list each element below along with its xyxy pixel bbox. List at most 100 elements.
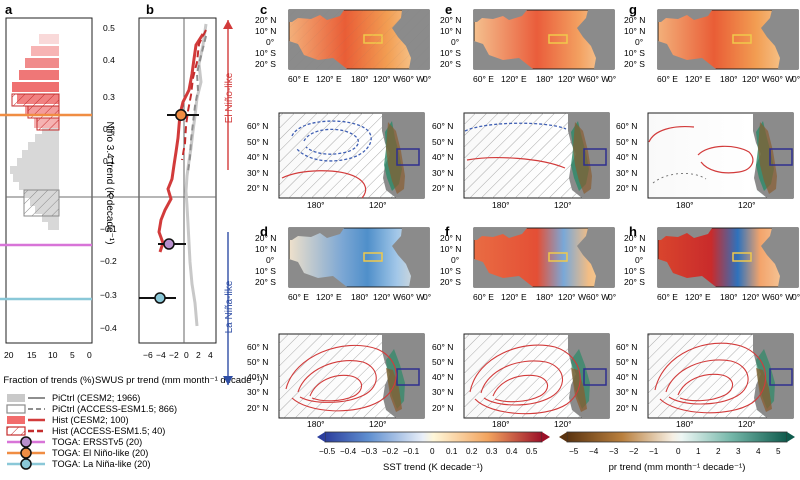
na-lat-60n-h: 60° N [616, 342, 637, 352]
pac-lon-0-g: 0° [792, 74, 800, 84]
swus-box-h [769, 368, 793, 386]
nino34-box-g [732, 34, 752, 44]
contour-h-1 [654, 342, 767, 414]
na-brown-band-c [386, 122, 405, 194]
pac-lon-60w-d: 60° W [401, 292, 424, 302]
pac-lon-180-d: 180° [351, 292, 369, 302]
b-xtick-2: 2 [196, 350, 201, 360]
panel-c: c 20° N 10° N 0° 10° S 20° S 60° E 120° … [247, 2, 431, 210]
pac-lon-60e-f: 60° E [473, 292, 494, 302]
na-brown-band-f [571, 368, 587, 412]
hist-red-bar-2 [31, 46, 59, 56]
pac-lat-20n-g: 20° N [624, 15, 645, 25]
legend: PiCtrl (CESM2; 1966) PiCtrl (ACCESS-ESM1… [6, 393, 177, 470]
na-lat-60n-c: 60° N [247, 121, 268, 131]
na-lat-40n-c: 40° N [247, 152, 268, 162]
pr-colorbar-right-arrow [787, 432, 795, 442]
pac-lat-20s-d: 20° S [255, 277, 276, 287]
pac-lon-120e-h: 120° E [685, 292, 711, 302]
panel-a-xticks: 20 15 10 5 0 [4, 350, 92, 360]
na-lat-60n-d: 60° N [247, 342, 268, 352]
land-g-east [761, 10, 798, 69]
hist-gray-bar-4 [28, 142, 59, 150]
pac-lat-20s-g: 20° S [624, 59, 645, 69]
legend-swatch-hist-cesm2 [7, 416, 25, 424]
pac-lon-0-e: 0° [608, 74, 616, 84]
y-tick-0: 0 [109, 191, 114, 201]
contour-d-3 [309, 374, 363, 402]
na-lat-20n-c: 20° N [247, 183, 268, 193]
pac-lat-0-d: 0° [266, 255, 274, 265]
legend-item-2: PiCtrl (ACCESS-ESM1.5; 866) [6, 404, 177, 414]
hist-red-bar-4 [19, 70, 59, 80]
na-lat-30n-c: 30° N [247, 168, 268, 178]
hist-access-line [181, 29, 207, 161]
land-d-north [289, 228, 344, 240]
sst-tick-2: −0.4 [340, 447, 357, 456]
y-tick-0-2: 0.2 [103, 124, 115, 134]
na-lat-50n-h: 50° N [616, 357, 637, 367]
panel-label-f: f [445, 224, 450, 239]
pr-tick-3: −3 [609, 447, 619, 456]
sst-tick-7: 0.1 [446, 447, 458, 456]
hist-gray-bar-7 [10, 166, 59, 174]
na-lat-40n-g: 40° N [616, 152, 637, 162]
hist-red-bar-5 [12, 82, 59, 92]
pac-lat-20s-e: 20° S [440, 59, 461, 69]
pac-lat-20n-f: 20° N [440, 233, 461, 243]
na-lat-30n-e: 30° N [432, 168, 453, 178]
b-xtick-neg6: −6 [143, 350, 153, 360]
na-lat-20n-e: 20° N [432, 183, 453, 193]
na-lon-180-h: 180° [676, 419, 694, 429]
contour-h-2 [665, 359, 749, 405]
na-lon-120-e: 120° [554, 200, 572, 210]
pac-lat-10n-e: 10° N [440, 26, 461, 36]
y-tick-neg-0-1: −0.1 [100, 224, 117, 234]
na-lat-50n-d: 50° N [247, 357, 268, 367]
panel-b-xlabel: SWUS pr trend (mm month⁻¹ decade⁻¹) [95, 375, 263, 386]
hist-gray-bar-8 [13, 174, 59, 182]
na-lat-50n-e: 50° N [432, 137, 453, 147]
hist-gray-bar-5 [22, 150, 59, 158]
legend-item-6: TOGA: El Niño-like (20) [7, 447, 148, 459]
legend-item-3: Hist (CESM2; 100) [7, 415, 129, 425]
contour-f-3 [492, 374, 549, 403]
b-xtick-0: 0 [184, 350, 189, 360]
na-lon-120-d: 120° [369, 419, 387, 429]
na-lon-120-c: 120° [369, 200, 387, 210]
panel-b-xticks: −6 −4 −2 0 2 4 [143, 350, 213, 360]
swus-box-c [396, 148, 420, 166]
pac-lon-60w-g: 60° W [770, 74, 793, 84]
hist-gray-bar-13 [42, 214, 59, 222]
pac-lat-10n-c: 10° N [255, 26, 276, 36]
a-xtick-20: 20 [4, 350, 14, 360]
pac-lon-60e-g: 60° E [657, 74, 678, 84]
land-e-west [474, 41, 533, 69]
pac-lon-120w-c: 120° W [373, 74, 401, 84]
legend-point-la-nina [20, 458, 32, 470]
na-lon-180-f: 180° [492, 419, 510, 429]
legend-point-ersst [20, 436, 32, 448]
land-f-east [577, 228, 614, 287]
pictrl-cesm2-line [184, 23, 208, 327]
hist-gray-bar-3 [35, 134, 59, 142]
pac-lat-0-f: 0° [451, 255, 459, 265]
sst-tick-5: −0.1 [403, 447, 420, 456]
na-lon-120-g: 120° [738, 200, 756, 210]
sst-colorbar-title: SST trend (K decade⁻¹) [383, 462, 483, 473]
legend-label-ersst: TOGA: ERSSTv5 (20) [52, 437, 142, 447]
na-lat-40n-e: 40° N [432, 152, 453, 162]
pac-lat-10n-h: 10° N [624, 244, 645, 254]
land-f-west [474, 259, 533, 287]
y-tick-0-5: 0.5 [103, 23, 115, 33]
panel-f: f 20° N 10° N 0° 10° S 20° S 60° E 120° … [432, 224, 616, 429]
y-tick-neg-0-3: −0.3 [100, 290, 117, 300]
land-f-north [474, 228, 527, 240]
pr-tick-1: −5 [569, 447, 579, 456]
pac-lon-60w-f: 60° W [586, 292, 609, 302]
contour-g-2 [697, 145, 754, 174]
pac-lat-0-g: 0° [635, 37, 643, 47]
colorbars: −0.5 −0.4 −0.3 −0.2 −0.1 0 0.1 0.2 0.3 0… [317, 431, 795, 473]
pac-lon-60e-c: 60° E [288, 74, 309, 84]
pac-lon-120w-h: 120° W [742, 292, 770, 302]
